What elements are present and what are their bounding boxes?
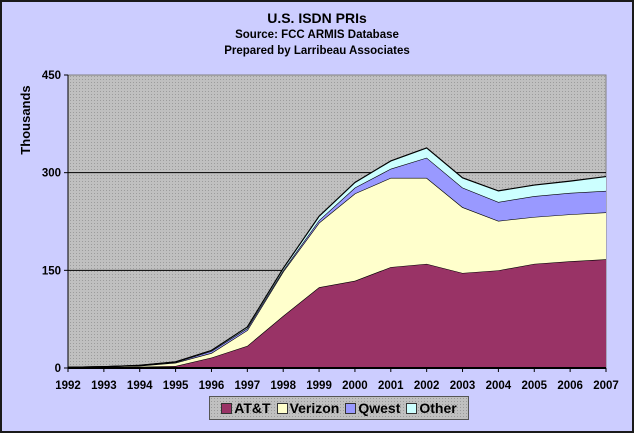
x-tick-label: 2000: [342, 380, 368, 392]
x-tick-label: 1997: [235, 380, 261, 392]
y-tick-label: 450: [42, 70, 61, 82]
y-axis-label: Thousands: [18, 85, 33, 154]
legend-label-att: AT&T: [234, 400, 271, 416]
y-tick-label: 0: [55, 363, 61, 375]
chart-subtitle-prepared: Prepared by Larribeau Associates: [224, 45, 410, 57]
legend-item-verizon: Verizon: [276, 400, 340, 416]
chart-subtitle-source: Source: FCC ARMIS Database: [235, 29, 399, 41]
legend-label-qwest: Qwest: [358, 400, 401, 416]
area-edge-other: [67, 147, 607, 368]
x-tick-label: 1993: [91, 380, 117, 392]
legend-item-att: AT&T: [221, 400, 271, 416]
area-verizon: [68, 177, 606, 368]
x-tick-label: 2004: [486, 380, 512, 392]
x-tick-label: 1995: [163, 380, 189, 392]
legend-swatch-verizon: [276, 402, 288, 414]
legend-swatch-qwest: [345, 402, 357, 414]
legend-item-other: Other: [406, 400, 457, 416]
legend-swatch-other: [406, 402, 418, 414]
legend-swatch-att: [221, 402, 233, 414]
x-tick-label: 1996: [199, 380, 225, 392]
chart-title: U.S. ISDN PRIs: [267, 10, 367, 26]
x-tick-label: 2007: [593, 380, 619, 392]
legend-label-other: Other: [419, 400, 457, 416]
x-tick-label: 1992: [55, 380, 81, 392]
legend-item-qwest: Qwest: [345, 400, 400, 416]
legend: AT&T Verizon Qwest Other: [209, 396, 469, 420]
x-tick-label: 1994: [127, 380, 153, 392]
y-tick-label: 300: [42, 168, 61, 180]
x-tick-label: 2002: [414, 380, 440, 392]
x-tick-label: 2005: [521, 380, 547, 392]
y-tick-label: 150: [42, 265, 61, 277]
x-tick-label: 2003: [450, 380, 476, 392]
x-tick-label: 1998: [270, 380, 296, 392]
area-qwest: [68, 157, 606, 368]
area-att: [68, 259, 606, 368]
legend-label-verizon: Verizon: [289, 400, 340, 416]
x-tick-label: 2001: [378, 380, 404, 392]
x-tick-label: 1999: [306, 380, 332, 392]
x-tick-label: 2006: [557, 380, 583, 392]
